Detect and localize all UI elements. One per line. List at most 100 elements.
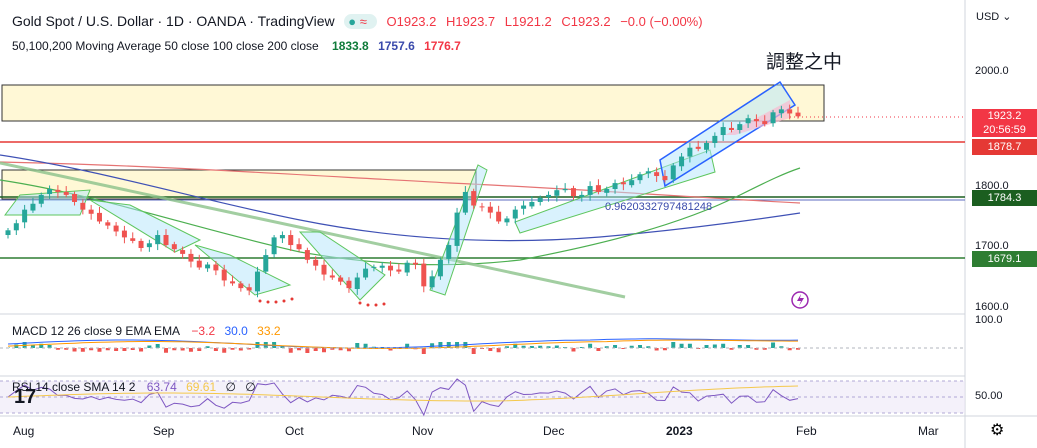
- candle[interactable]: [396, 269, 402, 272]
- candle[interactable]: [745, 118, 751, 124]
- ma50-line[interactable]: [0, 167, 801, 266]
- candle[interactable]: [221, 269, 227, 281]
- candle[interactable]: [654, 172, 660, 177]
- candle[interactable]: [454, 212, 460, 246]
- candle[interactable]: [263, 255, 269, 272]
- candle[interactable]: [288, 235, 294, 246]
- lightning-icon[interactable]: [791, 291, 809, 309]
- candle[interactable]: [753, 119, 759, 122]
- candle[interactable]: [579, 194, 585, 197]
- candle[interactable]: [246, 287, 252, 291]
- candle[interactable]: [620, 182, 626, 185]
- candle[interactable]: [446, 245, 452, 259]
- candle[interactable]: [404, 262, 410, 273]
- candle[interactable]: [155, 235, 161, 245]
- candle[interactable]: [462, 191, 468, 213]
- candle[interactable]: [146, 243, 152, 248]
- candle[interactable]: [130, 238, 136, 241]
- candle[interactable]: [55, 189, 61, 192]
- candle[interactable]: [512, 209, 518, 219]
- macd-pane[interactable]: [0, 338, 965, 354]
- candle[interactable]: [504, 218, 510, 223]
- candle[interactable]: [695, 146, 701, 149]
- status-dot-icon[interactable]: ● ≈: [344, 14, 377, 29]
- candle[interactable]: [770, 112, 776, 124]
- candle[interactable]: [537, 197, 543, 202]
- symbol-title[interactable]: Gold Spot / U.S. Dollar · 1D · OANDA · T…: [12, 13, 335, 29]
- macd-legend[interactable]: MACD 12 26 close 9 EMA EMA −3.2 30.0 33.…: [12, 324, 281, 338]
- candle[interactable]: [105, 222, 111, 226]
- annotation-text[interactable]: 調整之中: [766, 51, 843, 73]
- candle[interactable]: [230, 281, 236, 284]
- candle[interactable]: [795, 112, 801, 117]
- candle[interactable]: [629, 180, 635, 186]
- candle[interactable]: [363, 268, 369, 278]
- candle[interactable]: [421, 263, 427, 287]
- candle[interactable]: [521, 205, 527, 209]
- macd-line[interactable]: [7, 338, 799, 349]
- candle[interactable]: [737, 124, 743, 130]
- candle[interactable]: [171, 244, 177, 250]
- candle[interactable]: [254, 271, 260, 292]
- candle[interactable]: [271, 237, 277, 255]
- candle[interactable]: [113, 225, 119, 232]
- candle[interactable]: [279, 235, 285, 239]
- candle[interactable]: [205, 264, 211, 269]
- candle[interactable]: [329, 275, 335, 278]
- candle[interactable]: [612, 183, 618, 189]
- candle[interactable]: [121, 230, 127, 238]
- candle[interactable]: [637, 174, 643, 181]
- ma-legend[interactable]: 50,100,200 Moving Average 50 close 100 c…: [12, 39, 461, 53]
- candle[interactable]: [47, 189, 53, 195]
- candle[interactable]: [720, 127, 726, 136]
- candle[interactable]: [321, 264, 327, 275]
- candle[interactable]: [546, 194, 552, 197]
- trend-line[interactable]: [0, 161, 626, 299]
- candle[interactable]: [138, 240, 144, 248]
- candle[interactable]: [479, 206, 485, 208]
- candle[interactable]: [787, 109, 793, 114]
- tradingview-logo-icon[interactable]: 17: [14, 386, 37, 408]
- candle[interactable]: [180, 250, 186, 254]
- settings-gear-icon[interactable]: ⚙: [990, 422, 1005, 439]
- candle[interactable]: [80, 202, 86, 210]
- candle[interactable]: [379, 265, 385, 268]
- candle[interactable]: [679, 156, 685, 167]
- candle[interactable]: [762, 121, 768, 125]
- candle[interactable]: [96, 212, 102, 222]
- candle[interactable]: [346, 280, 352, 289]
- candle[interactable]: [554, 190, 560, 196]
- candle[interactable]: [562, 189, 568, 191]
- resistance-zone[interactable]: [1, 84, 825, 122]
- channel-drawing[interactable]: [4, 189, 91, 216]
- candle[interactable]: [570, 188, 576, 197]
- candle[interactable]: [296, 244, 302, 250]
- candle[interactable]: [354, 277, 360, 290]
- channel-drawing[interactable]: [89, 199, 202, 253]
- candle[interactable]: [704, 142, 710, 150]
- candle[interactable]: [645, 171, 651, 174]
- candle[interactable]: [304, 250, 310, 260]
- candle[interactable]: [388, 265, 394, 271]
- rsi-line[interactable]: [7, 378, 799, 417]
- candle[interactable]: [529, 201, 535, 207]
- candle[interactable]: [778, 109, 784, 114]
- rsi-legend[interactable]: RSI 14 close SMA 14 2 63.74 69.61 ∅ ∅: [12, 380, 256, 394]
- candle[interactable]: [587, 186, 593, 195]
- candle[interactable]: [412, 262, 418, 265]
- candle[interactable]: [670, 165, 676, 180]
- candle[interactable]: [213, 264, 219, 271]
- fib-level-label[interactable]: 0.9620332797481248: [605, 201, 713, 213]
- candle[interactable]: [604, 189, 610, 193]
- ma100-line[interactable]: [0, 154, 801, 242]
- candle[interactable]: [313, 259, 319, 266]
- candle[interactable]: [429, 276, 435, 288]
- candle[interactable]: [687, 147, 693, 157]
- candle[interactable]: [338, 277, 344, 282]
- candlestick-series[interactable]: [5, 104, 801, 298]
- candle[interactable]: [30, 203, 36, 211]
- candle[interactable]: [471, 191, 477, 206]
- channel-drawing[interactable]: [194, 244, 292, 296]
- candle[interactable]: [728, 127, 734, 130]
